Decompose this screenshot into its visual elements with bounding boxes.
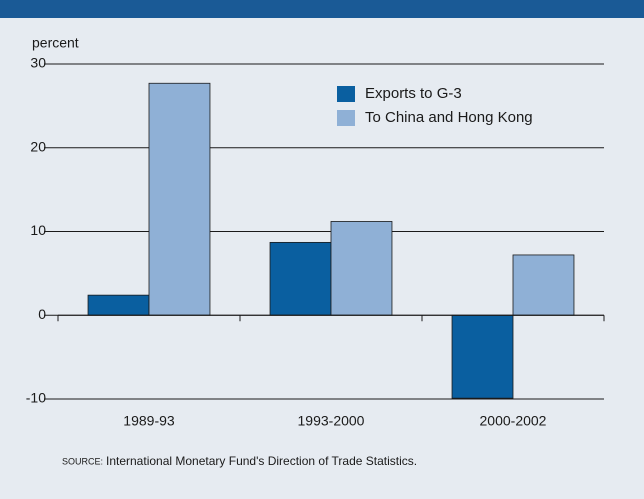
bar [451, 314, 514, 399]
legend-swatch [337, 86, 355, 102]
bar [512, 254, 575, 316]
bar [148, 82, 211, 316]
y-tick-label: 0 [38, 306, 46, 322]
bar [330, 221, 393, 316]
bar [269, 241, 332, 316]
y-tick-label: 10 [30, 222, 46, 238]
legend-label: To China and Hong Kong [365, 109, 533, 126]
bar [87, 294, 150, 316]
source-note: International Monetary Fund's Direction … [106, 454, 417, 468]
y-tick-label: -10 [26, 390, 46, 406]
y-axis-label: percent [32, 35, 79, 51]
y-tick-label: 20 [30, 138, 46, 154]
x-tick-label: 1989-93 [123, 413, 175, 429]
source-label: SOURCE: [62, 456, 103, 466]
x-tick-label: 2000-2002 [480, 413, 547, 429]
legend-swatch [337, 110, 355, 126]
y-tick-label: 30 [30, 55, 46, 71]
header-bar [0, 0, 644, 18]
legend-label: Exports to G-3 [365, 85, 462, 102]
x-tick-label: 1993-2000 [298, 413, 365, 429]
